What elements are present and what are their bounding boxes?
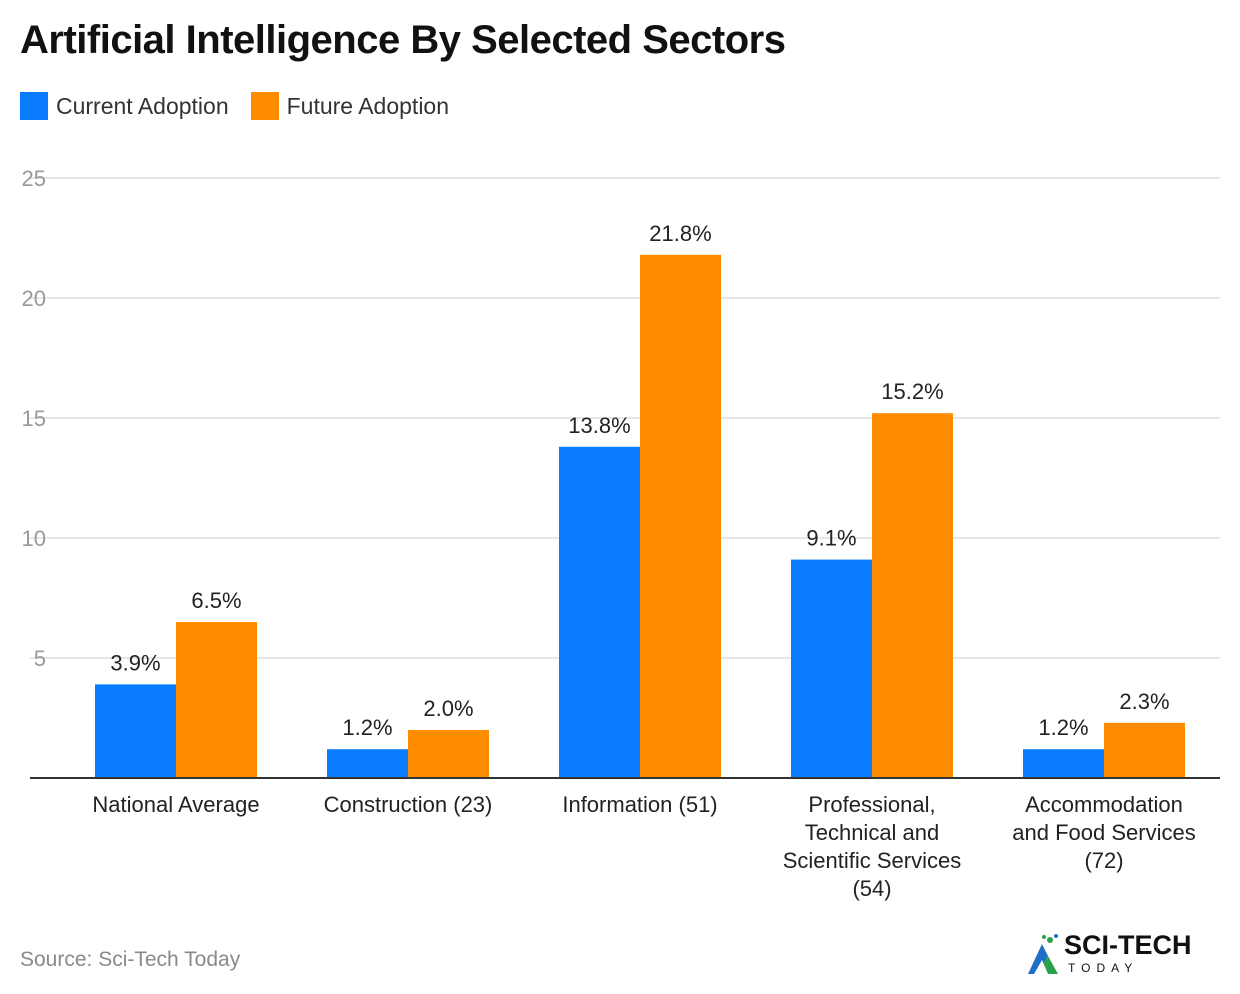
- data-label-future-3: 15.2%: [881, 379, 943, 404]
- data-label-current-3: 9.1%: [806, 526, 856, 551]
- bar-chart: 5 10 15 20 25 3.9% 6.5% National Average 1.2% 2.0…: [22, 166, 1220, 901]
- x-tick-label-4-2: (72): [1084, 848, 1123, 873]
- legend-label-current: Current Adoption: [56, 92, 229, 119]
- x-tick-label-0-0: National Average: [92, 792, 259, 817]
- x-tick-label-1-0: Construction (23): [324, 792, 493, 817]
- legend: Current Adoption Future Adoption: [20, 92, 471, 120]
- legend-swatch-future: [250, 92, 279, 120]
- y-tick-label-15: 15: [22, 406, 46, 431]
- data-label-current-0: 3.9%: [110, 650, 160, 675]
- x-tick-label-4-0: Accommodation: [1025, 792, 1183, 817]
- x-tick-label-3-0: Professional,: [808, 792, 935, 817]
- y-tick-label-25: 25: [22, 166, 46, 191]
- logo-name: SCI-TECH: [1064, 930, 1192, 960]
- data-label-current-2: 13.8%: [568, 413, 630, 438]
- source-note: Source: Sci-Tech Today: [20, 948, 241, 971]
- sci-tech-logo: SCI-TECH TODAY: [1024, 930, 1204, 980]
- bar-future-3: [872, 413, 953, 778]
- data-label-future-4: 2.3%: [1119, 689, 1169, 714]
- x-tick-label-3-3: (54): [852, 876, 891, 901]
- legend-item-current: Current Adoption: [20, 92, 229, 120]
- x-tick-label-4-1: and Food Services: [1012, 820, 1195, 845]
- bar-current-3: [791, 559, 872, 778]
- bar-future-2: [640, 254, 721, 779]
- sci-tech-logo-icon: [1028, 934, 1058, 974]
- data-label-future-2: 21.8%: [649, 221, 711, 246]
- y-tick-label-5: 5: [34, 646, 46, 671]
- bar-current-0: [95, 684, 176, 778]
- data-label-future-1: 2.0%: [423, 696, 473, 721]
- legend-label-future: Future Adoption: [286, 92, 450, 119]
- data-label-future-0: 6.5%: [191, 588, 241, 613]
- chart-title: Artificial Intelligence By Selected Sect…: [20, 18, 786, 62]
- bar-current-4: [1023, 749, 1104, 778]
- bar-current-1: [327, 749, 408, 778]
- bar-future-4: [1104, 722, 1185, 778]
- bar-current-2: [559, 446, 640, 778]
- legend-item-future: Future Adoption: [250, 92, 450, 120]
- x-tick-label-3-1: Technical and: [805, 820, 940, 845]
- bar-future-1: [408, 730, 489, 778]
- data-label-current-4: 1.2%: [1038, 715, 1088, 740]
- data-label-current-1: 1.2%: [342, 715, 392, 740]
- x-tick-label-3-2: Scientific Services: [783, 848, 962, 873]
- bar-future-0: [176, 622, 257, 778]
- legend-swatch-current: [20, 92, 48, 120]
- logo-subtitle: TODAY: [1068, 961, 1139, 975]
- y-tick-label-20: 20: [22, 286, 46, 311]
- x-tick-label-2-0: Information (51): [562, 792, 717, 817]
- y-tick-label-10: 10: [22, 526, 46, 551]
